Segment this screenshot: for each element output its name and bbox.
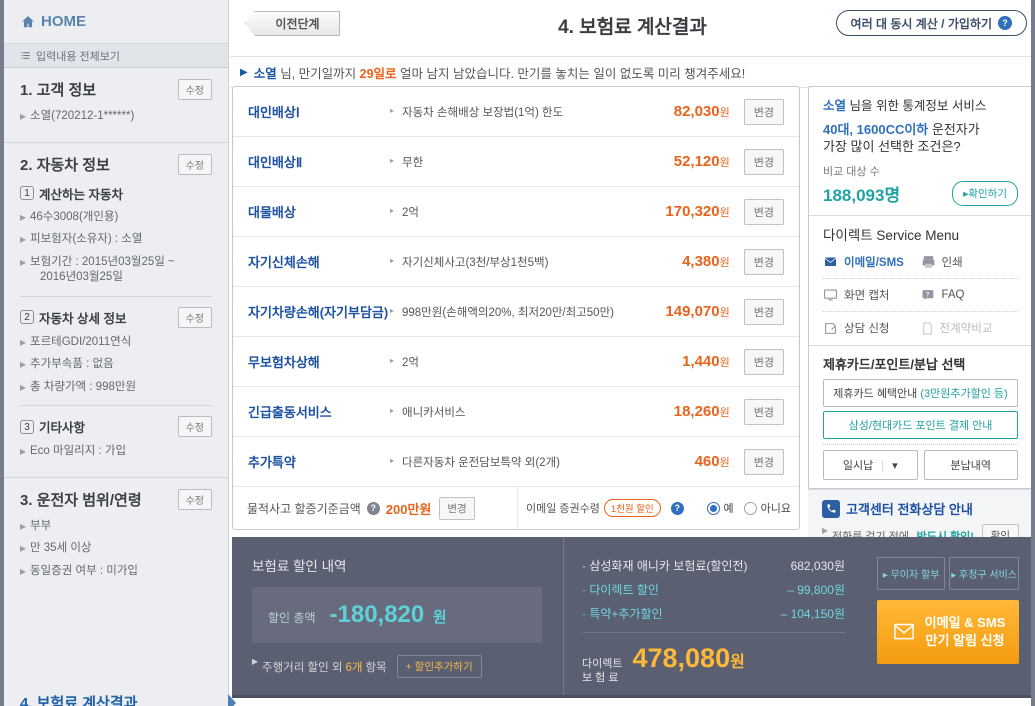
- svg-text:?: ?: [925, 292, 929, 298]
